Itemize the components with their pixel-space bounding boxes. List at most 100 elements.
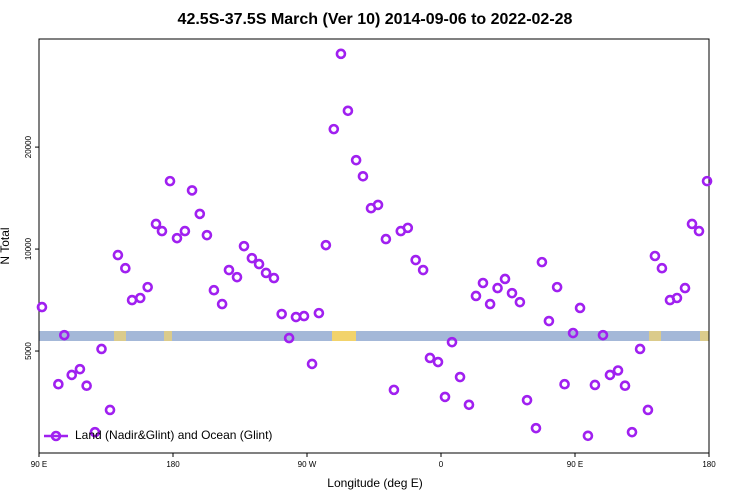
point xyxy=(477,277,489,289)
point xyxy=(380,233,392,245)
point xyxy=(521,394,533,406)
point xyxy=(216,298,228,310)
point xyxy=(551,281,563,293)
point xyxy=(260,267,272,279)
point xyxy=(112,249,124,261)
point xyxy=(582,430,594,442)
x-tick-label: 0 xyxy=(439,460,444,469)
point xyxy=(671,292,683,304)
point xyxy=(306,358,318,370)
point xyxy=(36,301,48,313)
x-tick-label: 90 W xyxy=(298,460,317,469)
point xyxy=(164,175,176,187)
point xyxy=(350,154,362,166)
point xyxy=(313,307,325,319)
point xyxy=(335,48,347,60)
point xyxy=(74,363,86,375)
point xyxy=(543,315,555,327)
point xyxy=(686,218,698,230)
point xyxy=(142,281,153,293)
band xyxy=(39,331,709,341)
point xyxy=(634,343,646,355)
point xyxy=(171,232,183,244)
point xyxy=(417,264,429,276)
point xyxy=(693,225,705,237)
point xyxy=(253,258,265,270)
legend-marker xyxy=(50,430,62,442)
point xyxy=(642,404,654,416)
point xyxy=(372,199,384,211)
point xyxy=(439,391,451,403)
point xyxy=(342,105,354,117)
point xyxy=(201,229,213,241)
point xyxy=(432,356,444,368)
point xyxy=(179,225,191,237)
point xyxy=(559,378,570,390)
point xyxy=(283,332,295,344)
point xyxy=(484,298,496,310)
point xyxy=(298,310,310,322)
point xyxy=(231,271,243,283)
point xyxy=(463,399,475,411)
point xyxy=(320,239,332,251)
point xyxy=(701,175,713,187)
point xyxy=(246,252,258,264)
point xyxy=(268,272,280,284)
point xyxy=(567,327,579,339)
point xyxy=(290,311,302,323)
point xyxy=(96,343,107,355)
point xyxy=(150,218,162,230)
point xyxy=(59,329,70,341)
point xyxy=(470,290,482,302)
x-tick-label: 180 xyxy=(166,460,180,469)
point xyxy=(626,426,638,438)
y-tick-label: 10000 xyxy=(24,237,33,260)
point xyxy=(424,352,436,364)
y-tick-label: 5000 xyxy=(24,342,33,360)
point xyxy=(328,123,340,135)
point xyxy=(223,264,235,276)
point xyxy=(574,302,586,314)
point xyxy=(410,254,421,266)
x-tick-label: 90 E xyxy=(567,460,583,469)
land-ocean-band xyxy=(39,331,709,341)
point xyxy=(604,369,616,381)
point xyxy=(499,273,511,285)
point xyxy=(126,294,138,306)
point xyxy=(134,292,146,304)
point xyxy=(402,222,414,234)
y-axis-label: N Total xyxy=(0,227,12,264)
point xyxy=(536,256,548,268)
point xyxy=(238,240,250,252)
point xyxy=(89,426,101,438)
point xyxy=(208,284,220,296)
point xyxy=(357,170,369,182)
x-tick-label: 90 E xyxy=(31,460,47,469)
point xyxy=(514,296,526,308)
chart-title: 42.5S-37.5S March (Ver 10) 2014-09-06 to… xyxy=(178,11,573,28)
point xyxy=(656,262,668,274)
point xyxy=(612,365,624,376)
point xyxy=(186,185,198,196)
point xyxy=(388,384,400,396)
point xyxy=(194,208,206,220)
plot-frame xyxy=(38,38,710,454)
band-land xyxy=(164,331,172,341)
point xyxy=(619,380,631,392)
point xyxy=(446,336,458,348)
band-land xyxy=(700,331,709,341)
band-land xyxy=(332,331,356,341)
band-land xyxy=(649,331,661,341)
x-axis-label: Longitude (deg E) xyxy=(327,476,422,490)
point xyxy=(104,404,116,416)
point xyxy=(597,329,609,341)
point xyxy=(53,378,64,390)
point xyxy=(506,287,518,299)
point xyxy=(530,422,542,434)
point xyxy=(454,371,466,383)
point xyxy=(120,262,131,274)
point xyxy=(649,250,661,262)
band-land xyxy=(114,331,126,341)
point xyxy=(81,380,92,392)
legend-label: Land (Nadir&Glint) and Ocean (Glint) xyxy=(75,428,272,442)
